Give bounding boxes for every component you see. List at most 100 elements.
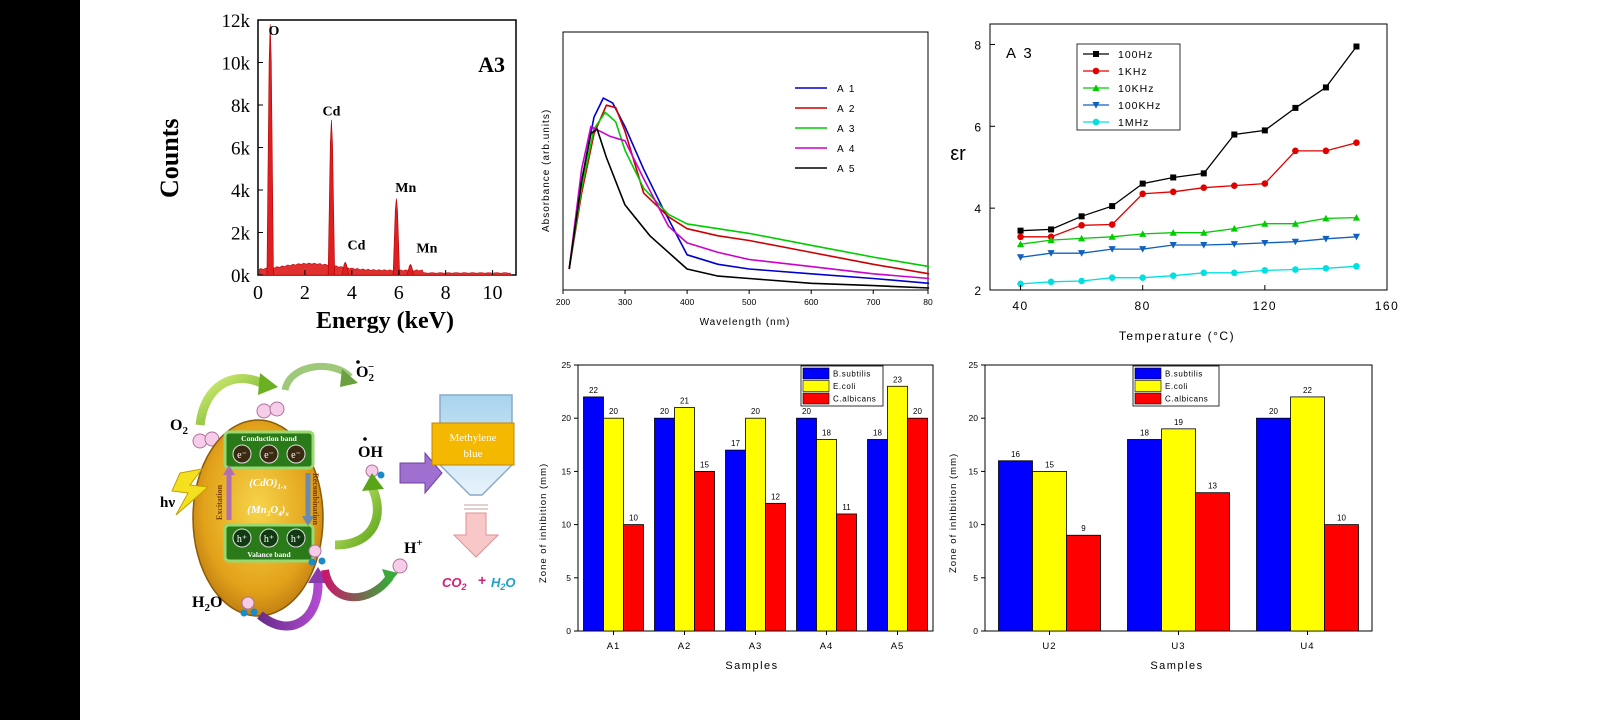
dielectric-point bbox=[1352, 213, 1361, 221]
dielectric-point bbox=[1017, 227, 1024, 234]
inhibition-bar bbox=[623, 524, 644, 632]
absorbance-x-tick-label: 200 bbox=[556, 297, 570, 307]
radical-dot bbox=[356, 360, 360, 364]
dielectric-point bbox=[1016, 254, 1025, 261]
oh-arrow-head bbox=[362, 473, 384, 491]
inhibition-bar-chart-u: 16 15 9 18 19 13 20 22 10 U2 U3 U4 0 5 10 15 20 25 B.sub… bbox=[948, 360, 1373, 672]
electron bbox=[286, 444, 306, 464]
dielectric-x-axis-label: Temperature (°C) bbox=[1119, 329, 1235, 343]
eds-x-tick-label: 0 bbox=[253, 282, 263, 304]
inhibition-bar-value-label: 15 bbox=[700, 460, 709, 469]
dielectric-point bbox=[1200, 241, 1208, 249]
dielectric-y-tick-label: 8 bbox=[974, 38, 981, 52]
dielectric-point bbox=[1169, 229, 1177, 236]
holes: h⁺ h⁺ h⁺ bbox=[232, 528, 306, 548]
dielectric-series-line bbox=[1020, 216, 1357, 245]
dielectric-legend-box bbox=[1076, 43, 1181, 131]
bar-legend-label: C.albicans bbox=[833, 395, 876, 404]
dielectric-legend-label: 100KHz bbox=[1118, 100, 1161, 112]
eds-x-tick-label: 6 bbox=[394, 282, 404, 304]
inhibition-bar-value-label: 18 bbox=[822, 428, 831, 437]
bar-y-tick-label: 20 bbox=[562, 413, 572, 423]
proton-arrow-head bbox=[382, 569, 398, 585]
eds-peak-label: Mn bbox=[416, 242, 437, 257]
inhibition-bar bbox=[583, 396, 604, 632]
absorbance-x-tick-label: 300 bbox=[618, 297, 632, 307]
eds-plot-frame bbox=[257, 19, 517, 276]
electrons: e⁻ e⁻ e⁻ bbox=[232, 444, 306, 464]
bar-x-tick-label: A1 bbox=[607, 641, 621, 652]
absorbance-x-ticks: 200 300 400 500 600 700 80 bbox=[556, 290, 933, 307]
bar-y-tick-label: 15 bbox=[562, 466, 572, 476]
dielectric-point bbox=[1353, 262, 1360, 270]
dielectric-point bbox=[1078, 277, 1085, 285]
dielectric-x-tick-label: 120 bbox=[1253, 299, 1278, 313]
inhibition-bar-value-label: 15 bbox=[1045, 460, 1054, 469]
water-arrow-head bbox=[308, 567, 328, 583]
dielectric-y-axis-label: εr bbox=[950, 143, 966, 165]
inhibition-bar bbox=[654, 417, 675, 632]
hole-label: h⁺ bbox=[291, 534, 301, 545]
dielectric-point bbox=[1092, 67, 1100, 75]
dielectric-point bbox=[1261, 267, 1269, 274]
dielectric-point bbox=[1169, 188, 1177, 196]
hydroxyl-radical-label: OH bbox=[358, 444, 383, 461]
o2-adsorbed-molecule bbox=[269, 401, 285, 417]
inhibition-bar bbox=[816, 439, 837, 632]
dielectric-point bbox=[1139, 180, 1146, 187]
eds-peak bbox=[266, 24, 274, 276]
bar-y-tick-label: 25 bbox=[969, 360, 979, 370]
eds-continuum bbox=[258, 262, 512, 276]
hole-label: h⁺ bbox=[237, 534, 247, 545]
o2-arrow bbox=[195, 374, 268, 426]
water-molecule bbox=[250, 608, 258, 616]
hole bbox=[286, 528, 306, 548]
absorbance-plot-frame bbox=[562, 31, 929, 291]
inhibition-bar-value-label: 10 bbox=[1337, 514, 1346, 523]
dielectric-series-line bbox=[1020, 46, 1358, 232]
eds-x-axis-label: Energy (keV) bbox=[316, 308, 454, 334]
eds-y-tick-label: 6k bbox=[231, 139, 251, 160]
bar-a-ticks: A1 A2 A3 A4 A5 0 5 10 15 20 25 bbox=[562, 360, 904, 652]
bar-a-y-axis-label: Zone of inhibition (mm) bbox=[538, 463, 549, 583]
dielectric-point bbox=[1231, 269, 1238, 277]
inhibition-bar bbox=[907, 417, 928, 632]
bar-legend-label: B.subtilis bbox=[833, 370, 871, 379]
inhibition-bar-value-label: 20 bbox=[1269, 407, 1278, 416]
inhibition-bar bbox=[603, 417, 624, 632]
dielectric-point bbox=[1016, 240, 1025, 248]
absorbance-series-line bbox=[568, 97, 930, 285]
bar-legend-swatch bbox=[802, 392, 830, 405]
bar-a-bars: 22 20 10 20 21 15 17 20 12 20 18 11 18 23 20 bbox=[583, 375, 928, 632]
eds-y-tick-label: 12k bbox=[222, 11, 251, 32]
absorbance-x-tick-label: 700 bbox=[866, 297, 880, 307]
water-adsorbed-molecule bbox=[318, 557, 326, 565]
dielectric-point bbox=[1261, 180, 1269, 187]
dielectric-series-line bbox=[1020, 265, 1357, 285]
dielectric-point bbox=[1292, 104, 1299, 111]
bar-x-tick-label: U3 bbox=[1171, 641, 1185, 652]
o2-arrow-head bbox=[258, 373, 278, 395]
eds-y-tick-label: 8k bbox=[231, 96, 251, 117]
bar-x-tick-label: A3 bbox=[749, 641, 763, 652]
valence-band-label: Valance band bbox=[247, 550, 291, 559]
eds-peak bbox=[327, 119, 336, 276]
dielectric-point bbox=[1230, 225, 1238, 232]
inhibition-bar bbox=[1127, 439, 1162, 632]
inhibition-bar-value-label: 16 bbox=[1011, 450, 1020, 459]
bar-a-legend: B.subtilis E.coli C.albicans bbox=[800, 365, 884, 407]
eds-x-tick-label: 10 bbox=[483, 282, 503, 304]
dielectric-legend: 100Hz 1KHz 10KHz 100KHz 1MHz bbox=[1076, 43, 1181, 131]
radical-dot bbox=[363, 437, 367, 441]
dielectric-point bbox=[1047, 250, 1055, 257]
dielectric-point bbox=[1047, 236, 1055, 244]
bar-x-tick-label: U2 bbox=[1042, 641, 1056, 652]
water-arrow bbox=[257, 579, 323, 631]
inhibition-bar bbox=[1290, 396, 1325, 632]
bar-y-tick-label: 10 bbox=[969, 520, 979, 530]
excitation-arrow-head bbox=[223, 465, 235, 475]
excitation-label: Excitation bbox=[215, 484, 224, 520]
absorbance-x-tick-label: 80 bbox=[923, 297, 933, 307]
dielectric-series-line bbox=[1020, 142, 1357, 238]
dielectric-legend-label: 10KHz bbox=[1118, 83, 1155, 95]
